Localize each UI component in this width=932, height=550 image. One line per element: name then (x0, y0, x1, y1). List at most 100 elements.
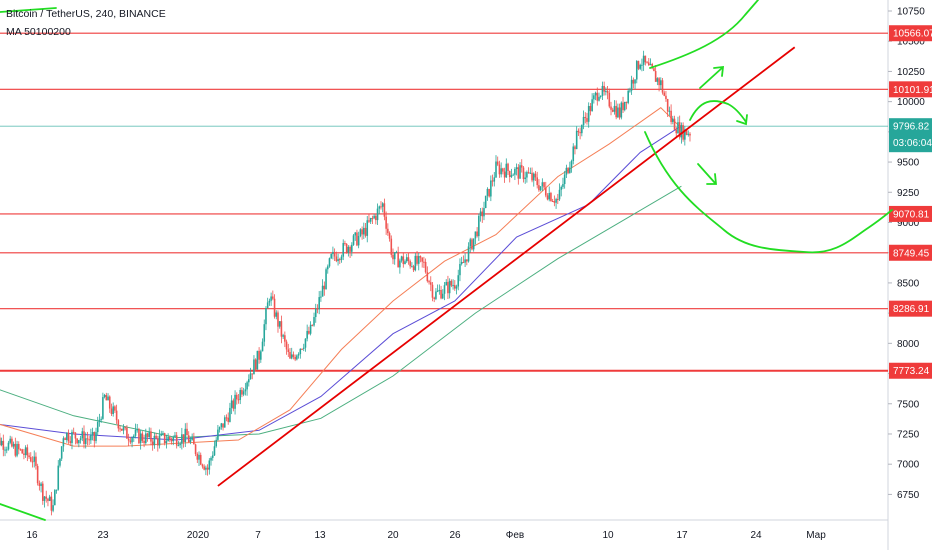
drawn-arrowhead-right[interactable] (736, 114, 748, 126)
candle-body (387, 228, 389, 234)
candle-body (378, 206, 381, 209)
candle-body (412, 266, 415, 271)
candle-body (60, 446, 63, 459)
candle-body (169, 436, 171, 439)
candle-body (491, 180, 494, 182)
candle-body (388, 233, 391, 239)
candle-body (270, 296, 272, 301)
candle-body (223, 417, 226, 428)
drawn-arrow-up[interactable] (699, 67, 723, 89)
candle-body (478, 215, 480, 237)
candle-body (246, 382, 248, 390)
candle-body (72, 431, 75, 433)
candle-body (287, 349, 290, 352)
candle-body (134, 429, 137, 436)
candle-body (512, 174, 514, 176)
level-price-tag (889, 300, 932, 317)
candle-body (296, 355, 298, 360)
x-tick-label: Мар (806, 530, 826, 541)
candle-body (505, 163, 508, 178)
candle-body (587, 105, 590, 122)
drawn-line-topleft[interactable] (0, 7, 57, 13)
x-tick-label: 2020 (187, 530, 210, 541)
level-price-label: 8286.91 (893, 304, 930, 315)
level-price-tag (889, 205, 932, 222)
candle-body (510, 175, 513, 177)
candle-body (431, 284, 434, 298)
candle-body (594, 92, 597, 96)
candle-body (514, 168, 516, 175)
candle-body (508, 170, 511, 177)
candle-body (445, 281, 448, 286)
candle-body (658, 78, 660, 86)
candle-body (579, 132, 581, 134)
candle-body (570, 160, 573, 168)
candle-body (347, 246, 350, 253)
drawn-scenario-curve[interactable] (644, 131, 893, 254)
candle-body (88, 439, 90, 441)
candle-body (635, 61, 638, 80)
candle-body (206, 467, 209, 470)
candle-body (14, 443, 17, 456)
candle-body (543, 182, 545, 188)
candle-body (19, 449, 22, 451)
candle-body (108, 396, 111, 409)
candle-body (603, 85, 605, 92)
candle-body (153, 435, 156, 446)
candle-body (285, 341, 288, 350)
drawn-curve-right[interactable] (689, 100, 747, 123)
candle-body (150, 431, 152, 442)
support-trendline[interactable] (217, 46, 796, 487)
candle-body (112, 406, 114, 415)
candle-body (390, 238, 393, 255)
candle-body (124, 427, 126, 429)
candle-body (227, 417, 229, 422)
candle-body (338, 259, 341, 261)
candle-body (181, 434, 183, 444)
candle-body (215, 439, 217, 447)
drawn-arrow-down[interactable] (697, 163, 716, 184)
drawn-arrowhead-up[interactable] (713, 65, 725, 77)
candle-body (282, 335, 284, 337)
candle-body (630, 79, 633, 91)
candle-body (136, 429, 139, 431)
candle-body (467, 246, 470, 262)
candle-body (581, 125, 583, 134)
candle-body (273, 298, 276, 317)
candle-body (308, 330, 310, 334)
bar-countdown-label: 03:06:04 (893, 138, 932, 149)
candle-body (145, 433, 147, 444)
candle-body (562, 184, 564, 187)
drawn-upper-channel[interactable] (649, 0, 759, 69)
candle-body (74, 432, 77, 439)
candle-body (466, 259, 468, 262)
candle-body (622, 102, 624, 111)
drawn-arrowhead-down[interactable] (706, 173, 717, 185)
candle-body (199, 454, 202, 465)
candle-body (157, 438, 159, 446)
candle-body (187, 435, 190, 443)
level-price-label: 10566.07 (893, 29, 932, 40)
level-price-tag (889, 362, 932, 379)
candle-body (642, 55, 645, 65)
candle-body (569, 167, 571, 173)
drawn-line-bottomleft[interactable] (0, 503, 46, 521)
candle-body (481, 211, 484, 217)
candle-body (551, 200, 554, 202)
candle-body (409, 261, 411, 267)
candle-body (256, 350, 259, 370)
candle-body (617, 107, 619, 118)
x-tick-label: 13 (314, 530, 326, 541)
candle-body (591, 99, 593, 112)
candle-body (335, 256, 338, 262)
candle-body (175, 435, 178, 446)
candle-body (163, 433, 166, 444)
candle-body (364, 227, 367, 236)
candle-body (577, 130, 580, 133)
candle-body (402, 256, 405, 265)
annotation-drawings[interactable] (0, 0, 893, 521)
candle-body (222, 423, 224, 428)
candle-body (64, 438, 66, 441)
candle-body (689, 133, 691, 136)
